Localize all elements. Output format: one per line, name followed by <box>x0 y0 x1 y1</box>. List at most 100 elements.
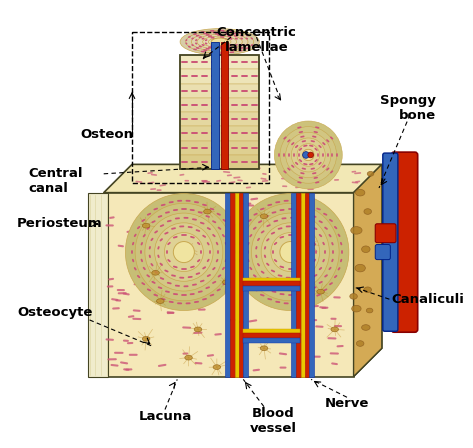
FancyBboxPatch shape <box>243 333 300 338</box>
FancyBboxPatch shape <box>211 42 219 169</box>
Ellipse shape <box>355 190 365 196</box>
Ellipse shape <box>364 287 371 293</box>
Polygon shape <box>354 164 382 376</box>
Circle shape <box>280 241 301 263</box>
Polygon shape <box>180 98 259 112</box>
Ellipse shape <box>194 327 202 332</box>
FancyBboxPatch shape <box>243 281 300 286</box>
Ellipse shape <box>185 355 193 360</box>
FancyBboxPatch shape <box>391 152 418 332</box>
Ellipse shape <box>204 209 211 214</box>
FancyBboxPatch shape <box>235 193 238 376</box>
Circle shape <box>280 127 337 183</box>
Polygon shape <box>180 55 259 69</box>
Ellipse shape <box>366 308 373 313</box>
Polygon shape <box>104 193 354 376</box>
Ellipse shape <box>203 36 236 47</box>
Polygon shape <box>180 126 259 141</box>
Text: Spongy
bone: Spongy bone <box>380 94 436 122</box>
Ellipse shape <box>213 365 220 370</box>
Circle shape <box>286 132 331 177</box>
FancyBboxPatch shape <box>305 193 309 376</box>
Circle shape <box>303 152 309 158</box>
Ellipse shape <box>361 325 370 330</box>
Polygon shape <box>180 155 259 169</box>
FancyBboxPatch shape <box>301 193 305 376</box>
Ellipse shape <box>260 346 268 351</box>
FancyBboxPatch shape <box>291 193 296 376</box>
FancyBboxPatch shape <box>230 193 235 376</box>
Circle shape <box>155 223 213 281</box>
Circle shape <box>274 121 342 189</box>
Polygon shape <box>88 193 108 376</box>
Circle shape <box>271 233 310 271</box>
Text: Lacuna: Lacuna <box>139 409 192 422</box>
Polygon shape <box>354 164 382 376</box>
Circle shape <box>145 213 223 291</box>
Polygon shape <box>180 69 259 83</box>
FancyBboxPatch shape <box>243 286 300 291</box>
Ellipse shape <box>209 38 231 46</box>
FancyBboxPatch shape <box>243 338 300 343</box>
Ellipse shape <box>222 280 230 284</box>
Circle shape <box>232 194 349 310</box>
FancyBboxPatch shape <box>238 193 243 376</box>
Ellipse shape <box>260 214 268 219</box>
Ellipse shape <box>214 40 225 44</box>
FancyBboxPatch shape <box>220 42 228 169</box>
Text: Canaliculi: Canaliculi <box>391 293 464 306</box>
FancyBboxPatch shape <box>296 193 301 376</box>
FancyBboxPatch shape <box>309 193 314 376</box>
Circle shape <box>242 203 339 301</box>
Ellipse shape <box>180 29 259 55</box>
Ellipse shape <box>157 299 164 303</box>
Ellipse shape <box>350 293 357 299</box>
Text: Concentric
lamellae: Concentric lamellae <box>217 26 297 54</box>
Ellipse shape <box>352 306 361 312</box>
FancyBboxPatch shape <box>243 193 248 376</box>
Ellipse shape <box>361 246 370 253</box>
Circle shape <box>125 194 242 310</box>
Ellipse shape <box>356 340 364 346</box>
Ellipse shape <box>142 223 150 228</box>
Ellipse shape <box>307 242 315 247</box>
FancyBboxPatch shape <box>243 277 300 281</box>
Circle shape <box>303 149 314 161</box>
FancyBboxPatch shape <box>383 153 398 331</box>
FancyBboxPatch shape <box>375 245 390 259</box>
Ellipse shape <box>192 32 248 51</box>
FancyBboxPatch shape <box>243 329 300 333</box>
Polygon shape <box>104 193 354 376</box>
Ellipse shape <box>211 38 228 46</box>
Polygon shape <box>180 141 259 155</box>
Ellipse shape <box>317 289 324 294</box>
Ellipse shape <box>355 264 365 272</box>
Ellipse shape <box>351 227 362 234</box>
Polygon shape <box>180 83 259 98</box>
FancyBboxPatch shape <box>375 224 396 243</box>
Polygon shape <box>104 164 382 193</box>
Ellipse shape <box>367 172 374 176</box>
FancyBboxPatch shape <box>225 193 230 376</box>
Polygon shape <box>180 112 259 126</box>
Circle shape <box>303 149 314 161</box>
Circle shape <box>261 223 320 281</box>
Ellipse shape <box>186 30 254 53</box>
Text: Osteocyte: Osteocyte <box>17 306 92 319</box>
Ellipse shape <box>331 327 339 332</box>
Circle shape <box>291 138 325 172</box>
Text: Central
canal: Central canal <box>28 167 83 195</box>
Circle shape <box>280 242 300 262</box>
Circle shape <box>252 213 329 291</box>
Ellipse shape <box>142 336 150 341</box>
Circle shape <box>297 144 320 166</box>
Ellipse shape <box>364 209 371 214</box>
Circle shape <box>165 233 203 271</box>
Text: Blood
vessel: Blood vessel <box>250 407 297 435</box>
Ellipse shape <box>185 247 193 252</box>
Circle shape <box>135 203 233 301</box>
Circle shape <box>173 241 194 263</box>
Ellipse shape <box>152 271 159 275</box>
Circle shape <box>174 242 193 262</box>
Text: Osteon: Osteon <box>80 128 133 141</box>
